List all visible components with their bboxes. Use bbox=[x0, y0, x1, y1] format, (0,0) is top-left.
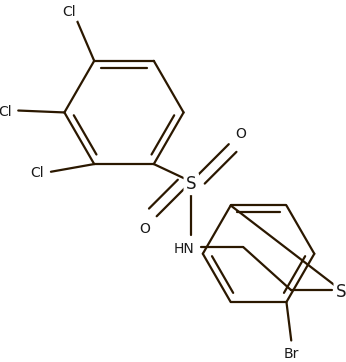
Text: S: S bbox=[336, 283, 346, 301]
Text: HN: HN bbox=[173, 241, 194, 256]
Text: Br: Br bbox=[284, 346, 299, 361]
Text: Cl: Cl bbox=[0, 105, 12, 119]
Text: O: O bbox=[140, 222, 151, 236]
Text: S: S bbox=[186, 174, 197, 193]
Text: Cl: Cl bbox=[31, 166, 44, 180]
Text: O: O bbox=[235, 127, 246, 141]
Text: Cl: Cl bbox=[62, 5, 76, 19]
